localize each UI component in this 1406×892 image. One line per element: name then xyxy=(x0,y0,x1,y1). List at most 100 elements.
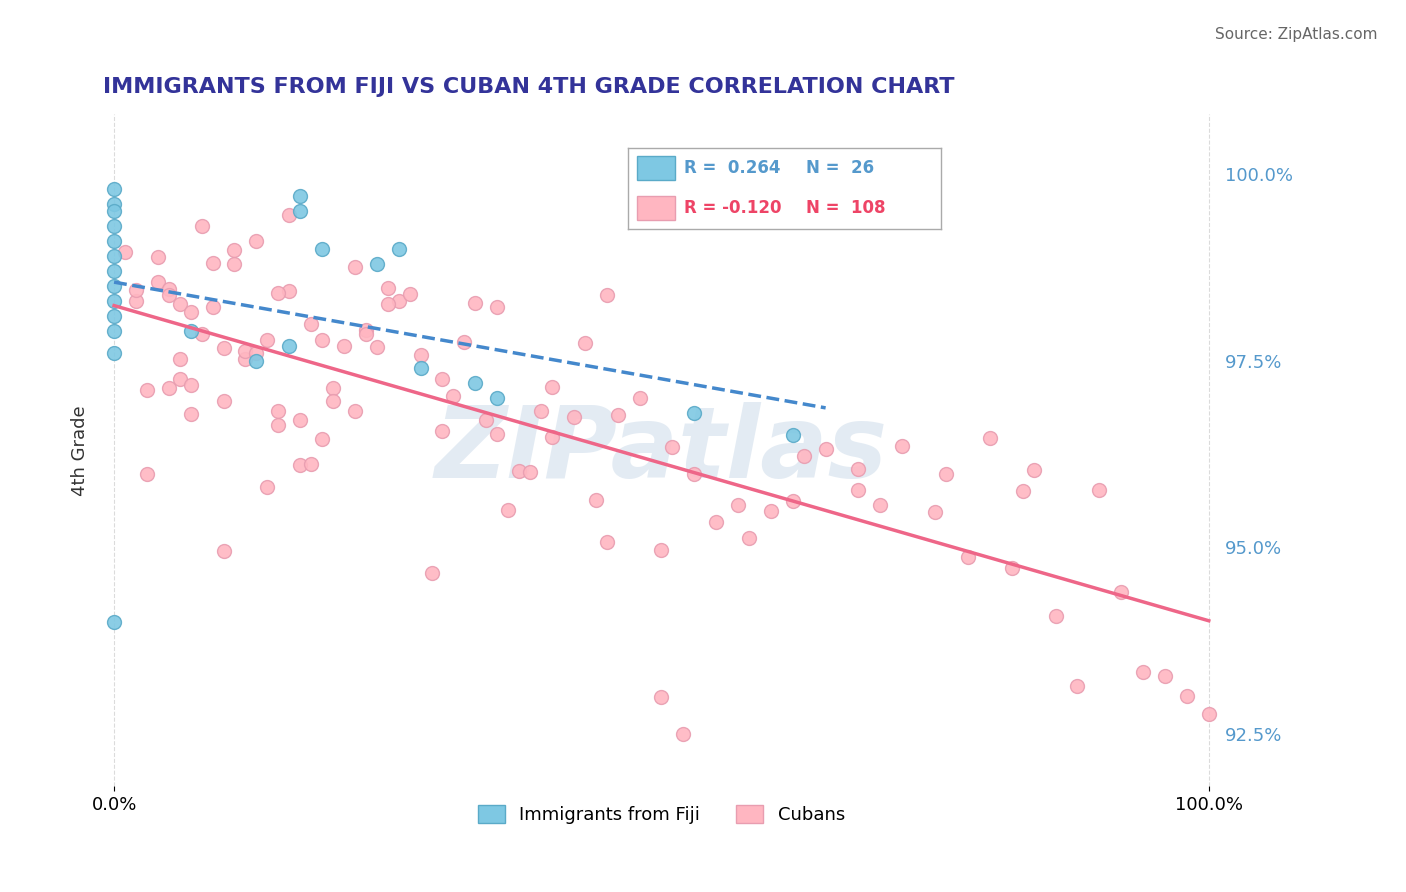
Cubans xyxy=(157,288,180,302)
Immigrants from Fiji xyxy=(103,293,125,308)
Cubans xyxy=(278,208,301,222)
Cubans xyxy=(190,327,212,342)
Cubans xyxy=(180,378,202,392)
Cubans xyxy=(388,294,411,309)
Cubans xyxy=(288,412,311,426)
Cubans xyxy=(267,418,290,433)
Cubans xyxy=(628,391,651,405)
Cubans xyxy=(1132,665,1154,680)
Cubans xyxy=(245,345,267,359)
Cubans xyxy=(924,505,946,519)
Cubans xyxy=(245,234,267,248)
Cubans xyxy=(814,442,837,457)
Immigrants from Fiji xyxy=(103,249,125,263)
Cubans xyxy=(606,408,628,422)
Cubans xyxy=(224,243,246,257)
Cubans xyxy=(1154,669,1177,683)
Cubans xyxy=(979,431,1001,445)
Cubans xyxy=(441,389,464,403)
Cubans xyxy=(541,430,564,444)
Immigrants from Fiji xyxy=(103,615,125,629)
Cubans xyxy=(453,334,475,349)
Cubans xyxy=(848,483,870,498)
Cubans xyxy=(366,340,388,354)
Cubans xyxy=(190,219,212,233)
Cubans xyxy=(1198,707,1220,722)
Cubans xyxy=(343,404,366,418)
Cubans xyxy=(508,464,530,478)
Text: Source: ZipAtlas.com: Source: ZipAtlas.com xyxy=(1215,27,1378,42)
Cubans xyxy=(235,344,257,359)
Cubans xyxy=(486,427,509,442)
Immigrants from Fiji xyxy=(103,279,125,293)
Immigrants from Fiji xyxy=(782,428,804,442)
Immigrants from Fiji xyxy=(366,257,388,271)
Cubans xyxy=(956,550,979,565)
Immigrants from Fiji xyxy=(288,204,311,219)
Cubans xyxy=(1022,463,1045,477)
Cubans xyxy=(519,465,541,479)
Cubans xyxy=(585,493,607,508)
Cubans xyxy=(464,295,486,310)
Cubans xyxy=(354,323,377,337)
Cubans xyxy=(1001,561,1024,575)
Cubans xyxy=(288,458,311,472)
Cubans xyxy=(343,260,366,274)
Immigrants from Fiji xyxy=(103,324,125,338)
Cubans xyxy=(1109,585,1132,599)
Immigrants from Fiji xyxy=(180,324,202,338)
Cubans xyxy=(475,413,498,427)
Cubans xyxy=(848,461,870,475)
Cubans xyxy=(235,351,257,366)
Cubans xyxy=(180,408,202,422)
Cubans xyxy=(672,727,695,741)
Cubans xyxy=(596,288,619,302)
Cubans xyxy=(596,535,619,549)
Cubans xyxy=(541,379,564,393)
Cubans xyxy=(420,566,443,580)
Cubans xyxy=(135,467,157,482)
Cubans xyxy=(278,284,301,298)
Immigrants from Fiji xyxy=(103,264,125,278)
Immigrants from Fiji xyxy=(311,242,333,256)
Cubans xyxy=(738,531,761,545)
Cubans xyxy=(201,256,224,270)
Immigrants from Fiji xyxy=(464,376,486,391)
Cubans xyxy=(224,257,246,271)
Cubans xyxy=(256,333,278,347)
Cubans xyxy=(311,432,333,446)
Cubans xyxy=(169,351,191,366)
Cubans xyxy=(212,393,235,408)
Cubans xyxy=(574,336,596,351)
Cubans xyxy=(377,297,399,311)
Cubans xyxy=(146,275,169,289)
Cubans xyxy=(201,300,224,314)
Cubans xyxy=(256,480,278,494)
Cubans xyxy=(727,498,749,512)
Cubans xyxy=(377,281,399,295)
Cubans xyxy=(157,381,180,395)
Immigrants from Fiji xyxy=(409,361,432,376)
Immigrants from Fiji xyxy=(245,353,267,368)
Y-axis label: 4th Grade: 4th Grade xyxy=(72,405,89,496)
Cubans xyxy=(114,244,136,259)
Cubans xyxy=(759,504,782,518)
Immigrants from Fiji xyxy=(103,182,125,196)
Legend: Immigrants from Fiji, Cubans: Immigrants from Fiji, Cubans xyxy=(471,797,852,831)
Cubans xyxy=(935,467,957,481)
Cubans xyxy=(432,372,454,386)
Immigrants from Fiji xyxy=(288,189,311,203)
Cubans xyxy=(869,498,891,512)
Cubans xyxy=(267,286,290,301)
Cubans xyxy=(354,326,377,341)
Cubans xyxy=(212,544,235,558)
Cubans xyxy=(1088,483,1111,498)
Cubans xyxy=(530,404,553,418)
Cubans xyxy=(486,300,509,314)
Cubans xyxy=(891,439,914,453)
Immigrants from Fiji xyxy=(103,219,125,234)
Immigrants from Fiji xyxy=(103,346,125,360)
Cubans xyxy=(299,457,322,471)
Cubans xyxy=(299,317,322,331)
Cubans xyxy=(1045,608,1067,623)
